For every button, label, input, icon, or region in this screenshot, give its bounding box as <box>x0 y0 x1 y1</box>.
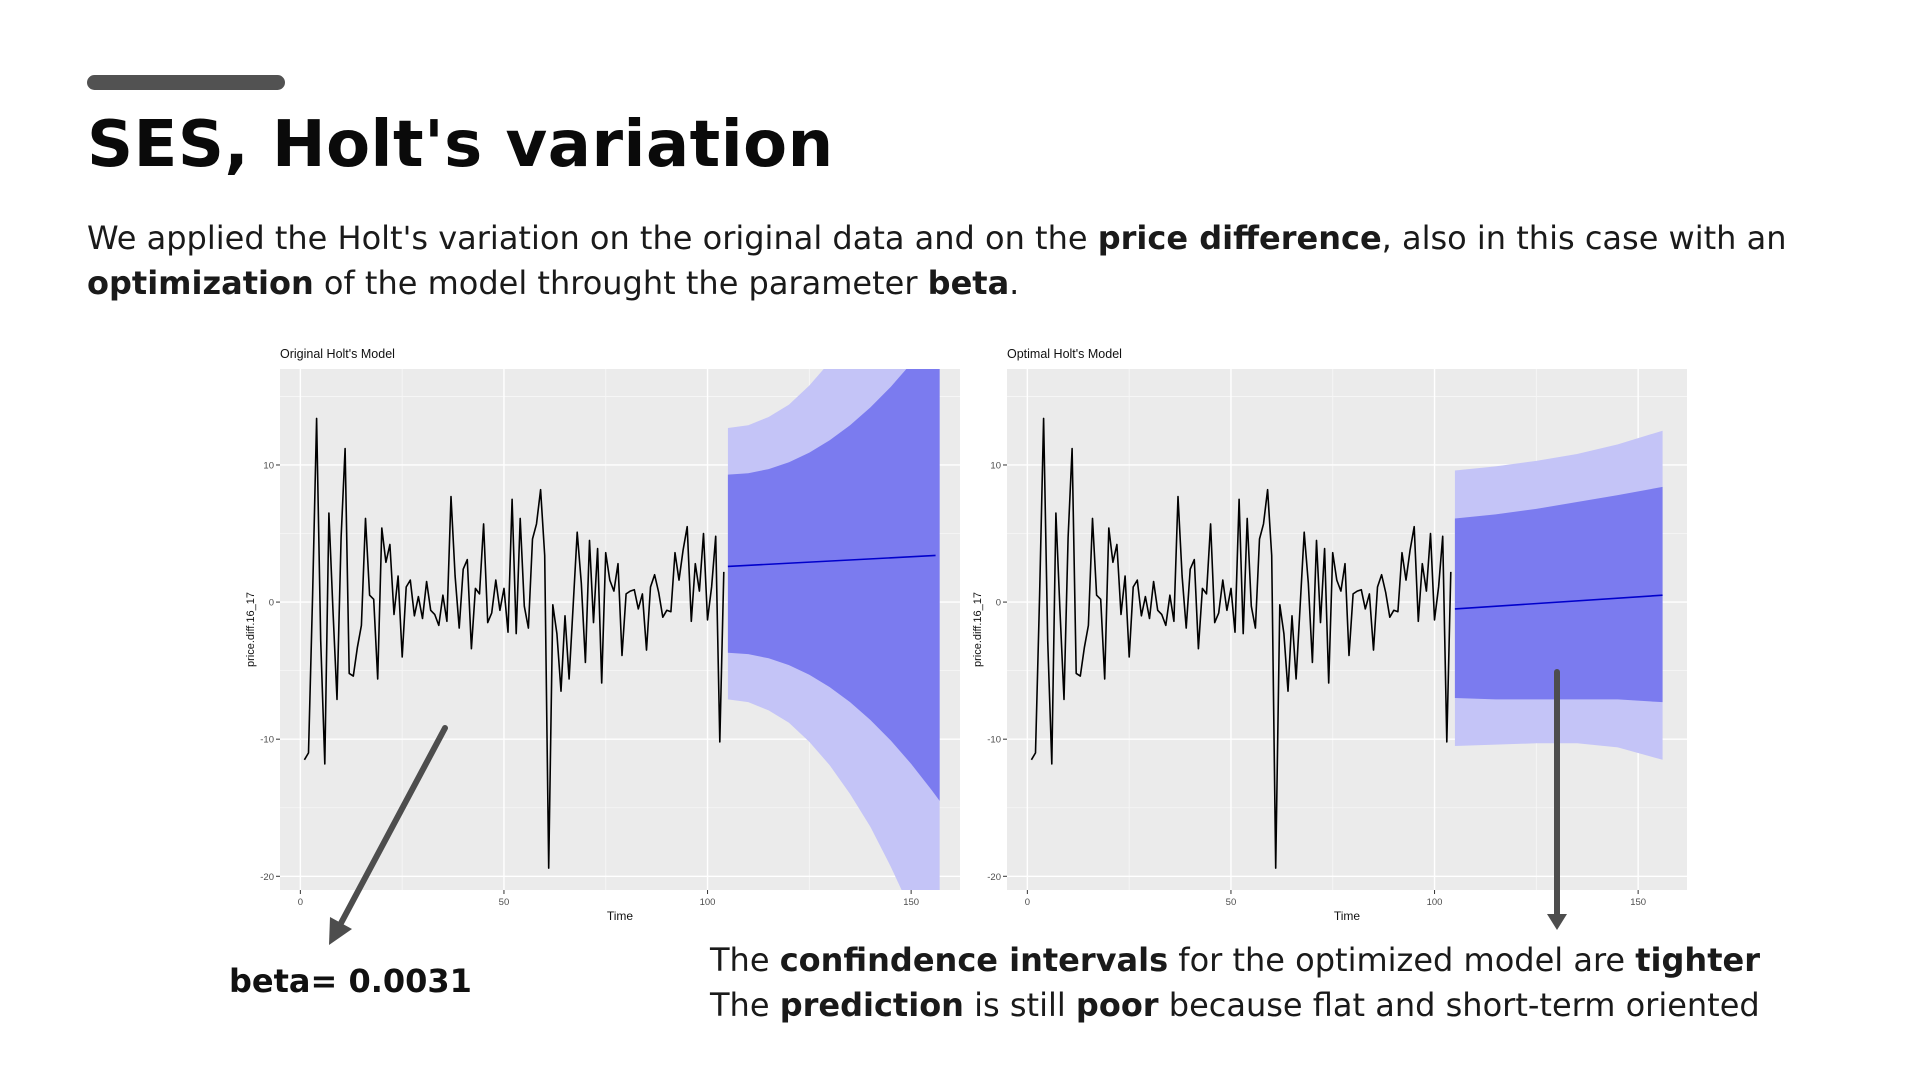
y-axis-label: price.diff.16_17 <box>245 592 257 667</box>
conclusion-bold-poor: poor <box>1075 986 1159 1024</box>
chart-title: Original Holt's Model <box>280 347 395 361</box>
conclusion-line-1: The confindence intervals for the optimi… <box>710 938 1760 983</box>
x-tick-label: 0 <box>1025 897 1030 908</box>
conclusion-text-span: is still <box>963 986 1076 1024</box>
y-tick-label: -10 <box>987 735 1001 746</box>
intro-bold-optimization: optimization <box>87 264 314 302</box>
intro-text-4: . <box>1009 264 1020 302</box>
prediction-interval-80 <box>1454 486 1663 703</box>
conclusion-text-span: The <box>710 986 780 1024</box>
x-tick-label: 100 <box>1427 897 1443 908</box>
intro-text-3: of the model throught the parameter <box>313 264 928 302</box>
conclusion-text-span: because flat and short-term oriented <box>1158 986 1760 1024</box>
conclusion-bold-tighter: tighter <box>1635 941 1760 979</box>
conclusion-bold-prediction: prediction <box>779 986 964 1024</box>
y-tick-label: -10 <box>260 735 274 746</box>
conclusion-text-span: The <box>710 941 780 979</box>
y-tick-label: 0 <box>996 598 1001 609</box>
prediction-interval-80 <box>727 369 940 801</box>
series-line <box>1030 417 1452 869</box>
x-tick-label: 100 <box>700 897 716 908</box>
x-tick-label: 0 <box>298 897 303 908</box>
accent-bar <box>87 75 285 90</box>
y-tick-label: -20 <box>987 872 1001 883</box>
intro-text-2: , also in this case with an <box>1381 219 1787 257</box>
beta-value-label: beta= 0.0031 <box>229 962 472 1000</box>
x-axis-label: Time <box>607 909 634 923</box>
x-tick-label: 150 <box>1630 897 1646 908</box>
intro-bold-price-difference: price difference <box>1097 219 1382 257</box>
intro-paragraph: We applied the Holt's variation on the o… <box>87 216 1847 306</box>
chart-title: Optimal Holt's Model <box>1007 347 1122 361</box>
series-line <box>303 417 725 869</box>
y-axis-label: price.diff.16_17 <box>972 592 984 667</box>
y-tick-label: 10 <box>263 460 274 471</box>
x-tick-label: 50 <box>499 897 510 908</box>
conclusion-line-2: The prediction is still poor because fla… <box>710 983 1760 1028</box>
conclusion-text-span: for the optimized model are <box>1168 941 1636 979</box>
x-axis-label: Time <box>1334 909 1361 923</box>
forecast-mean-line <box>1454 594 1663 610</box>
conclusion-bold-intervals: confindence intervals <box>779 941 1169 979</box>
y-tick-label: 10 <box>990 460 1001 471</box>
x-tick-label: 50 <box>1226 897 1237 908</box>
y-tick-label: 0 <box>269 598 274 609</box>
y-tick-label: -20 <box>260 872 274 883</box>
intro-bold-beta: beta <box>927 264 1010 302</box>
intro-text-1: We applied the Holt's variation on the o… <box>87 219 1098 257</box>
conclusion-text: The confindence intervals for the optimi… <box>710 938 1760 1028</box>
slide-title: SES, Holt's variation <box>87 108 834 182</box>
x-tick-label: 150 <box>903 897 919 908</box>
forecast-mean-line <box>727 554 936 568</box>
